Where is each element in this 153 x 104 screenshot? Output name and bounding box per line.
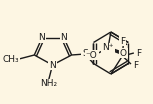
Text: F: F <box>120 37 125 46</box>
Text: N⁺: N⁺ <box>102 43 114 53</box>
Text: O: O <box>120 48 127 58</box>
Text: N: N <box>49 61 56 69</box>
Text: ⁻O: ⁻O <box>86 51 98 59</box>
Text: S: S <box>82 50 88 58</box>
Text: NH₂: NH₂ <box>40 79 57 89</box>
Text: F: F <box>133 61 138 71</box>
Text: F: F <box>136 48 141 58</box>
Text: N: N <box>61 33 67 43</box>
Text: N: N <box>39 33 45 43</box>
Text: CH₃: CH₃ <box>2 54 19 64</box>
